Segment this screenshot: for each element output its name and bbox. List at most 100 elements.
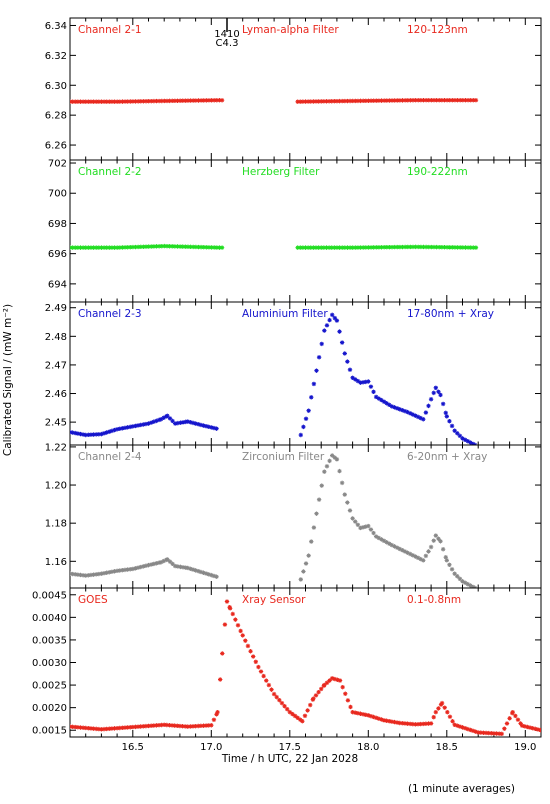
data-point bbox=[381, 245, 387, 250]
data-point bbox=[527, 725, 533, 730]
data-point bbox=[319, 245, 324, 250]
data-point bbox=[450, 719, 455, 724]
data-point bbox=[198, 723, 204, 729]
data-point bbox=[397, 546, 402, 552]
data-point bbox=[138, 244, 143, 250]
data-point bbox=[442, 705, 447, 710]
data-point bbox=[151, 244, 157, 249]
data-point bbox=[156, 417, 162, 423]
data-point bbox=[322, 682, 327, 688]
data-point bbox=[431, 538, 436, 543]
data-point bbox=[151, 723, 156, 728]
data-point bbox=[410, 244, 416, 250]
data-point bbox=[156, 722, 162, 728]
data-point bbox=[413, 244, 418, 250]
data-point bbox=[373, 394, 379, 400]
panels-layer: 6.26 6.28 6.30 6.32 6.34 Channel 2-1 Lyman-alp… bbox=[32, 17, 542, 753]
data-point bbox=[371, 389, 376, 395]
data-point bbox=[188, 724, 193, 729]
data-point bbox=[143, 563, 149, 568]
data-point bbox=[358, 525, 363, 531]
data-point bbox=[433, 709, 439, 715]
footnote: (1 minute averages) bbox=[408, 783, 515, 795]
data-point bbox=[321, 245, 327, 250]
y-tick-label: 6.34 bbox=[45, 21, 67, 32]
data-point bbox=[316, 355, 322, 360]
data-point bbox=[525, 724, 530, 730]
data-point bbox=[204, 98, 209, 103]
data-point bbox=[212, 245, 217, 250]
data-point bbox=[343, 691, 348, 696]
data-point bbox=[109, 245, 115, 250]
data-point bbox=[345, 98, 350, 104]
data-point bbox=[70, 99, 75, 104]
data-point bbox=[122, 245, 128, 250]
data-point bbox=[172, 421, 178, 426]
data-point bbox=[73, 99, 78, 104]
data-point bbox=[133, 423, 138, 429]
data-point bbox=[316, 497, 322, 502]
data-point bbox=[316, 99, 321, 104]
data-point bbox=[418, 556, 423, 562]
data-point bbox=[86, 432, 91, 438]
data-point bbox=[203, 571, 209, 576]
data-point bbox=[334, 457, 340, 462]
data-point bbox=[277, 697, 282, 703]
panel-band-label: 120-123nm bbox=[407, 24, 468, 36]
data-point bbox=[407, 411, 413, 416]
data-point bbox=[212, 98, 217, 103]
data-point bbox=[434, 244, 439, 250]
data-point bbox=[421, 98, 426, 103]
data-point bbox=[433, 385, 439, 390]
data-point bbox=[381, 98, 387, 103]
data-point bbox=[233, 617, 238, 622]
data-point bbox=[130, 724, 135, 730]
data-point bbox=[408, 244, 413, 250]
data-point bbox=[337, 245, 342, 250]
data-point bbox=[426, 549, 431, 554]
data-point bbox=[141, 244, 146, 249]
data-point bbox=[326, 99, 332, 104]
data-point bbox=[86, 573, 91, 578]
data-point bbox=[73, 724, 78, 730]
data-point bbox=[329, 312, 335, 318]
data-point bbox=[329, 676, 335, 681]
data-point bbox=[303, 99, 308, 104]
data-point bbox=[211, 573, 217, 579]
panel-channel-label: Channel 2-3 bbox=[78, 308, 142, 320]
data-point bbox=[73, 572, 78, 577]
panel-frame bbox=[69, 159, 542, 303]
data-point bbox=[133, 724, 138, 730]
data-point bbox=[376, 535, 381, 541]
data-point bbox=[353, 710, 358, 715]
data-point bbox=[269, 687, 274, 692]
data-point bbox=[355, 378, 361, 384]
data-point bbox=[327, 678, 332, 683]
data-point bbox=[515, 717, 521, 722]
data-point bbox=[410, 98, 416, 103]
data-point bbox=[167, 723, 172, 728]
data-point bbox=[322, 469, 327, 474]
data-point bbox=[389, 244, 395, 250]
data-point bbox=[439, 244, 445, 250]
data-point bbox=[170, 98, 175, 104]
data-point bbox=[133, 99, 138, 104]
data-point bbox=[109, 726, 115, 731]
data-point bbox=[75, 99, 81, 104]
data-point bbox=[342, 351, 347, 356]
data-point bbox=[264, 678, 269, 683]
data-point bbox=[337, 98, 342, 104]
data-point bbox=[355, 711, 361, 716]
data-point bbox=[358, 380, 363, 385]
data-point bbox=[128, 244, 133, 250]
data-point bbox=[442, 245, 447, 250]
data-point bbox=[141, 422, 146, 427]
data-point bbox=[384, 245, 389, 250]
data-point bbox=[120, 568, 125, 573]
data-point bbox=[159, 722, 164, 728]
data-point bbox=[256, 664, 261, 670]
series-marks bbox=[70, 453, 478, 588]
data-point bbox=[180, 244, 185, 249]
data-point bbox=[395, 244, 400, 250]
data-point bbox=[387, 98, 392, 103]
